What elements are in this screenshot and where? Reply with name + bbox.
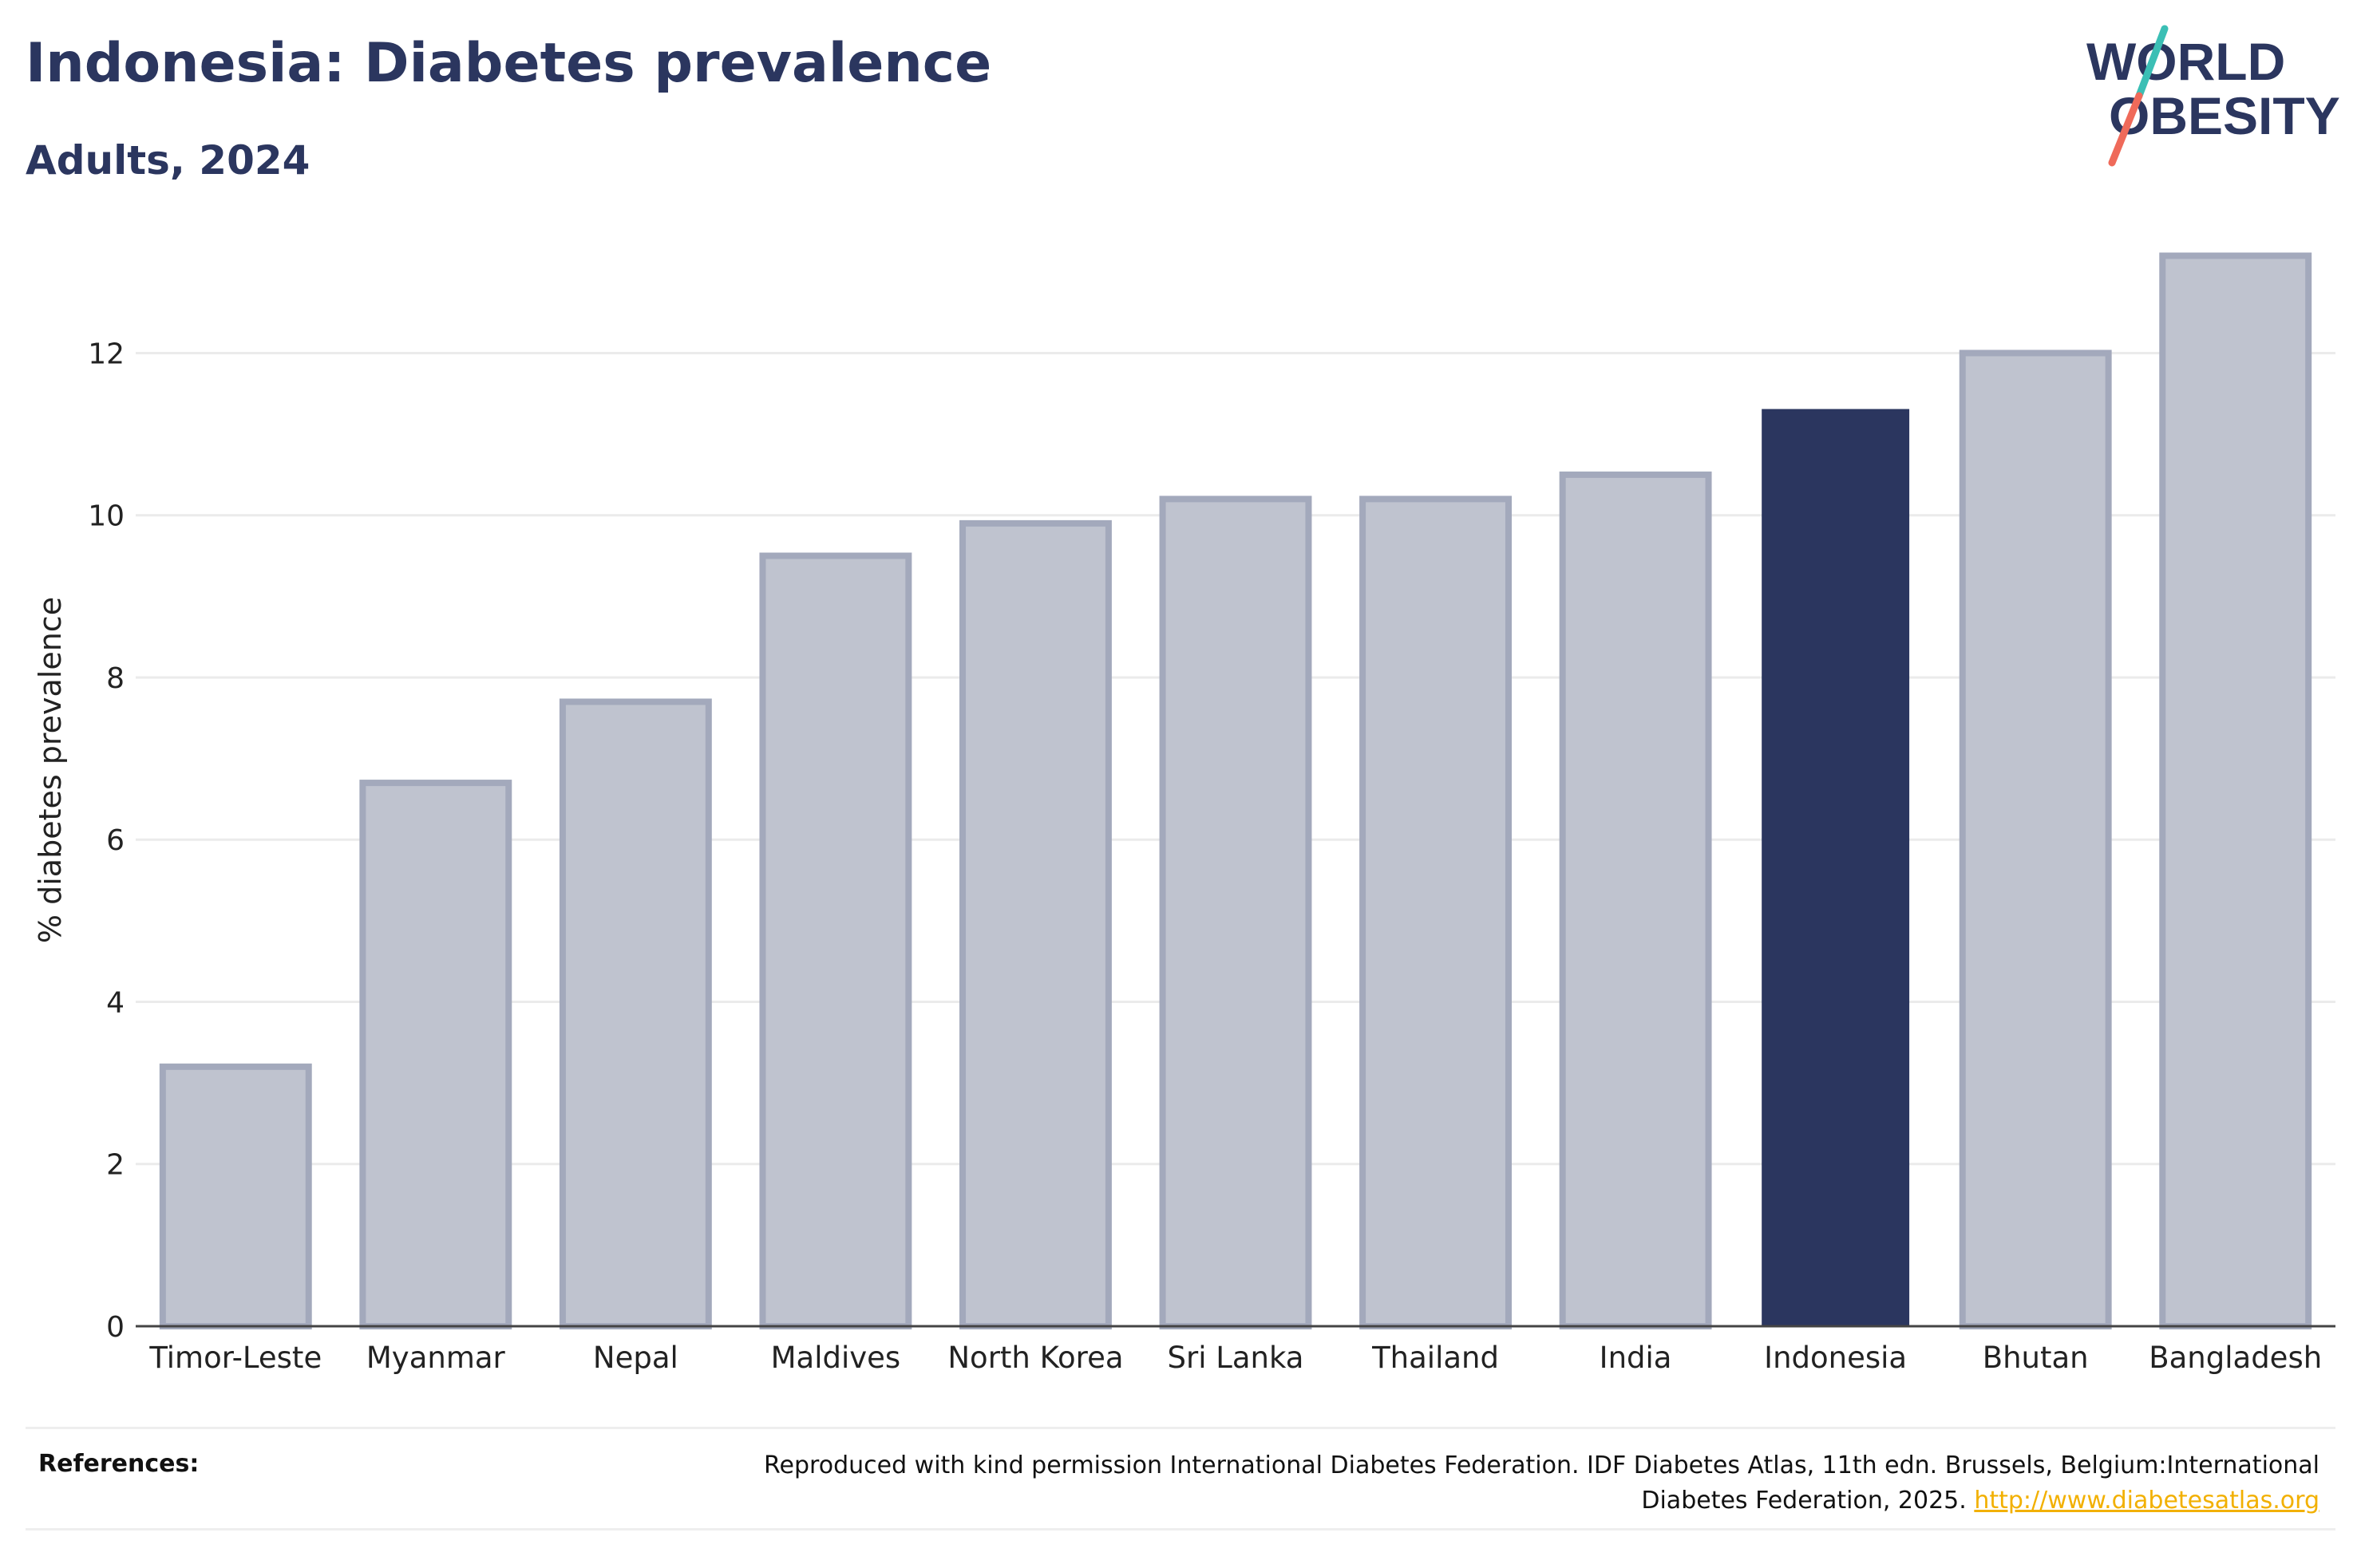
logo-text-world: WORLD	[2086, 32, 2285, 91]
y-tick-label: 0	[106, 1311, 125, 1344]
x-tick-label: Maldives	[771, 1341, 901, 1375]
bar-north-korea	[959, 519, 1112, 1329]
x-tick-label: Myanmar	[366, 1341, 506, 1375]
x-tick-label: Bangladesh	[2149, 1341, 2322, 1375]
bar-bangladesh	[2159, 252, 2312, 1329]
y-axis-label: % diabetes prevalence	[33, 597, 68, 943]
x-tick-labels: Timor-Leste Myanmar Nepal Maldives North Kor…	[148, 1341, 2322, 1375]
x-tick-label: Timor-Leste	[148, 1341, 322, 1375]
x-tick-label: Indonesia	[1764, 1341, 1907, 1375]
y-tick-label: 12	[88, 338, 125, 370]
y-tick-label: 6	[106, 824, 125, 857]
bar-myanmar	[359, 780, 512, 1329]
references-citation: Reproduced with kind permission Internat…	[764, 1451, 2319, 1515]
x-tick-label: Nepal	[593, 1341, 678, 1375]
logo-text-obesity: OBESITY	[2109, 86, 2340, 145]
references-link[interactable]: http://www.diabetesatlas.org	[1974, 1487, 2319, 1515]
logo-slash-bottom	[2108, 92, 2143, 167]
x-tick-label: Thailand	[1371, 1341, 1499, 1375]
bar-nepal	[559, 698, 712, 1329]
y-tick-label: 10	[88, 500, 125, 533]
bar-chart: 0 2 4 6 8 10 12 Timor-Leste Myanmar Nepal Maldive…	[33, 252, 2335, 1375]
bar-bhutan	[1959, 350, 2112, 1329]
y-tick-label: 8	[106, 662, 125, 695]
world-obesity-logo: WORLD OBESITY	[2086, 25, 2340, 167]
bar-timor-leste	[159, 1063, 312, 1329]
y-tick-label: 4	[106, 986, 125, 1019]
chart-subtitle: Adults, 2024	[26, 137, 310, 184]
x-tick-label: North Korea	[947, 1341, 1123, 1375]
bar-maldives	[759, 552, 912, 1329]
references-panel: References: Reproduced with kind permiss…	[26, 1427, 2335, 1530]
x-tick-label: Sri Lanka	[1168, 1341, 1304, 1375]
y-tick-labels: 0 2 4 6 8 10 12	[88, 338, 125, 1344]
bars	[159, 252, 2312, 1329]
bar-indonesia	[1762, 409, 1910, 1327]
chart-title: Indonesia: Diabetes prevalence	[26, 32, 992, 95]
y-tick-label: 2	[106, 1149, 125, 1182]
bar-india	[1559, 471, 1712, 1329]
references-label: References:	[38, 1450, 200, 1478]
bar-thailand	[1359, 496, 1512, 1329]
references-text: Reproduced with kind permission Internat…	[683, 1448, 2319, 1519]
logo-slash-top	[2135, 25, 2169, 100]
x-tick-label: Bhutan	[1983, 1341, 2089, 1375]
bar-sri-lanka	[1159, 496, 1312, 1329]
x-tick-label: India	[1600, 1341, 1672, 1375]
